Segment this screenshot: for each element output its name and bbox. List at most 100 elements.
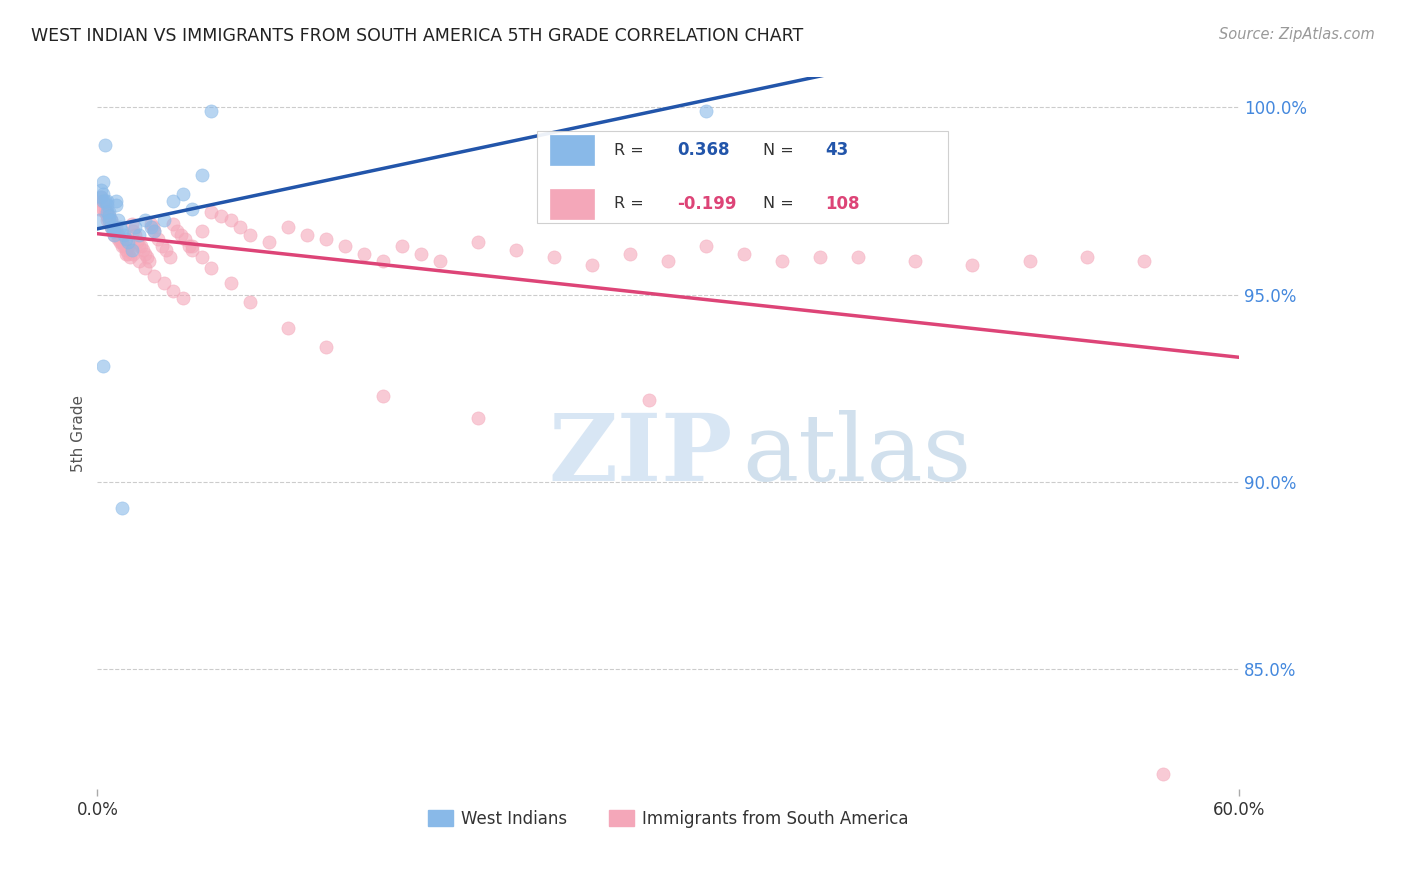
Text: R =: R = bbox=[614, 196, 650, 211]
Point bbox=[219, 212, 242, 227]
Text: N =: N = bbox=[763, 196, 799, 211]
Point bbox=[904, 254, 927, 268]
Legend: West Indians, Immigrants from South America: West Indians, Immigrants from South Amer… bbox=[420, 803, 915, 834]
Point bbox=[1018, 254, 1040, 268]
Text: R =: R = bbox=[614, 143, 650, 158]
Point bbox=[173, 231, 195, 245]
Point bbox=[121, 217, 143, 231]
Point bbox=[429, 254, 451, 268]
Point bbox=[315, 340, 337, 354]
Point bbox=[150, 239, 173, 253]
Point bbox=[638, 392, 661, 407]
Point bbox=[733, 246, 755, 260]
Point bbox=[143, 224, 166, 238]
Point bbox=[619, 246, 641, 260]
Point bbox=[695, 104, 717, 119]
Point bbox=[105, 194, 128, 208]
Point bbox=[97, 212, 120, 227]
Point bbox=[89, 202, 111, 216]
Point bbox=[134, 261, 156, 276]
Point bbox=[100, 212, 122, 227]
Point bbox=[191, 224, 214, 238]
Point bbox=[391, 239, 413, 253]
Point bbox=[181, 243, 204, 257]
Point bbox=[100, 220, 122, 235]
Point bbox=[121, 243, 143, 257]
Point bbox=[695, 239, 717, 253]
Point bbox=[141, 220, 163, 235]
Point bbox=[122, 246, 145, 260]
Point bbox=[277, 220, 299, 235]
Point bbox=[128, 239, 150, 253]
Point bbox=[94, 202, 117, 216]
Point bbox=[128, 227, 150, 242]
Point bbox=[112, 239, 135, 253]
Point bbox=[100, 217, 122, 231]
Point bbox=[770, 254, 793, 268]
Point bbox=[134, 246, 156, 260]
Point bbox=[117, 235, 139, 250]
Point bbox=[200, 104, 222, 119]
Point bbox=[91, 186, 114, 201]
Point bbox=[315, 231, 337, 245]
Point bbox=[162, 194, 184, 208]
Point bbox=[103, 224, 125, 238]
Point bbox=[101, 220, 124, 235]
Point bbox=[108, 220, 131, 235]
Point bbox=[91, 194, 114, 208]
Point bbox=[124, 220, 146, 235]
Point bbox=[94, 137, 117, 152]
Point bbox=[111, 239, 134, 253]
Point bbox=[90, 190, 112, 204]
Point bbox=[94, 205, 117, 219]
Point bbox=[108, 235, 131, 250]
FancyBboxPatch shape bbox=[537, 131, 948, 223]
Point bbox=[107, 212, 129, 227]
Point bbox=[162, 217, 184, 231]
Point bbox=[200, 205, 222, 219]
Point bbox=[657, 254, 679, 268]
Point bbox=[139, 220, 162, 235]
Point bbox=[229, 220, 252, 235]
Point bbox=[1076, 250, 1098, 264]
Point bbox=[543, 250, 565, 264]
Point bbox=[97, 209, 120, 223]
Point bbox=[118, 250, 141, 264]
Point bbox=[124, 227, 146, 242]
Point bbox=[277, 321, 299, 335]
Point bbox=[107, 227, 129, 242]
Point bbox=[162, 284, 184, 298]
Point bbox=[128, 254, 150, 268]
Point bbox=[96, 198, 118, 212]
Point bbox=[103, 227, 125, 242]
FancyBboxPatch shape bbox=[551, 189, 593, 219]
Point bbox=[96, 205, 118, 219]
Point bbox=[505, 243, 527, 257]
Point bbox=[143, 224, 166, 238]
Point bbox=[581, 258, 603, 272]
Point bbox=[117, 246, 139, 260]
Point bbox=[467, 235, 489, 250]
Point bbox=[90, 194, 112, 208]
Point bbox=[181, 239, 204, 253]
Point bbox=[101, 220, 124, 235]
Point bbox=[129, 239, 152, 253]
Text: WEST INDIAN VS IMMIGRANTS FROM SOUTH AMERICA 5TH GRADE CORRELATION CHART: WEST INDIAN VS IMMIGRANTS FROM SOUTH AME… bbox=[31, 27, 803, 45]
Point bbox=[153, 277, 176, 291]
Point bbox=[170, 227, 193, 242]
Point bbox=[200, 261, 222, 276]
Point bbox=[96, 205, 118, 219]
Point bbox=[371, 254, 394, 268]
Point bbox=[219, 277, 242, 291]
Point bbox=[181, 202, 204, 216]
Point bbox=[295, 227, 318, 242]
Text: 43: 43 bbox=[825, 141, 849, 160]
Point bbox=[134, 212, 156, 227]
Point bbox=[100, 220, 122, 235]
Point bbox=[115, 231, 138, 245]
Point bbox=[111, 501, 134, 516]
Point bbox=[257, 235, 280, 250]
Point bbox=[107, 227, 129, 242]
Point bbox=[132, 243, 155, 257]
Point bbox=[153, 212, 176, 227]
